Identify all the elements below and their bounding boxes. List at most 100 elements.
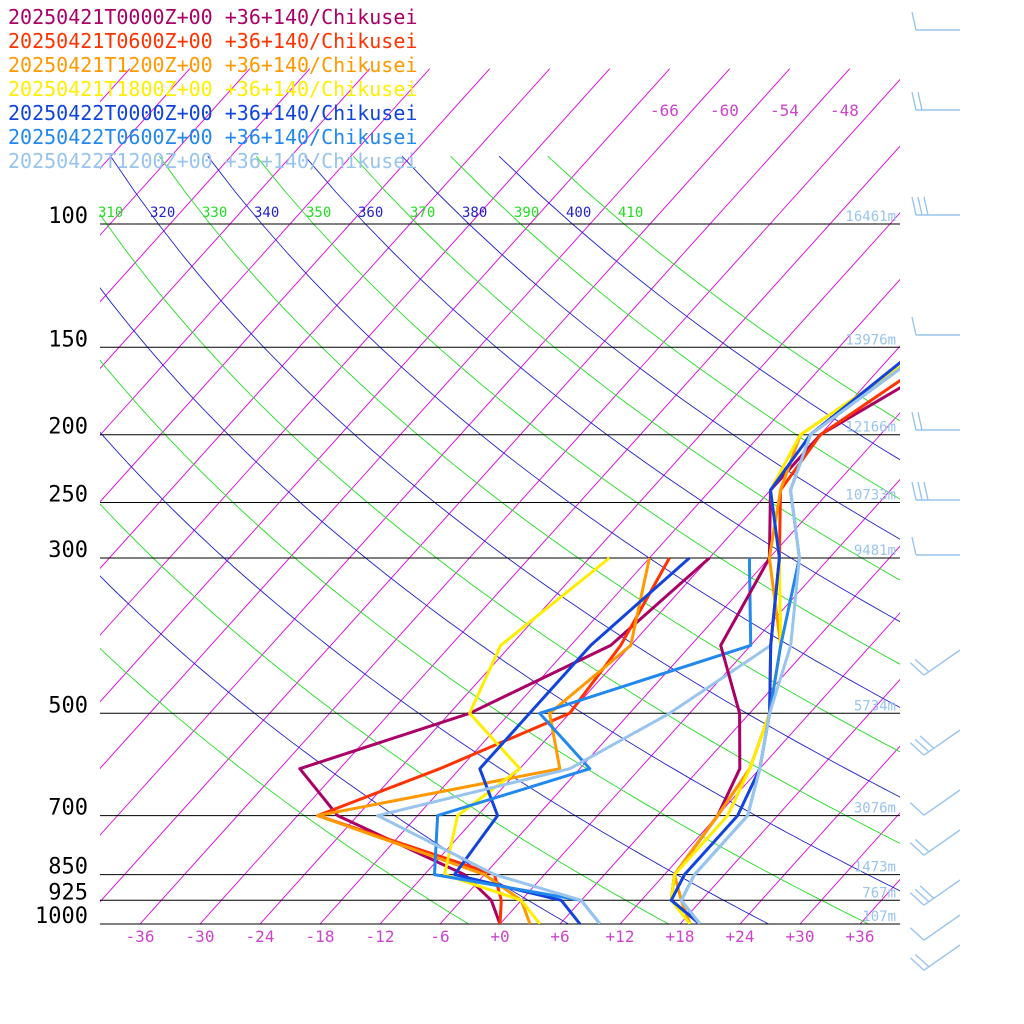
legend-entry: 20250421T1200Z+00 +36+140/Chikusei [8,53,417,77]
dewpoint-line [376,557,781,924]
theta-curve [100,647,469,924]
legend-entry: 20250421T0600Z+00 +36+140/Chikusei [8,29,417,53]
x-tick-label: +36 [846,927,875,946]
x-tick-label: +0 [490,927,509,946]
pressure-label: 1000 [35,904,88,929]
isotherm-line [379,345,900,924]
theta-label: 360 [358,205,383,221]
wind-barb-feather [911,411,917,431]
theta-label: 370 [410,205,435,221]
dewpoint-line [298,556,711,924]
wind-barb-icon [911,411,960,431]
wind-barb-shaft [923,729,961,756]
pressure-grid [100,223,900,925]
wind-barb-feather [909,742,925,756]
isotherm-line [199,145,900,924]
theta-curve [353,155,900,581]
wind-barb-feather [911,91,917,111]
wind-barb-icon [909,789,961,816]
theta-curve [100,287,900,892]
dewpoint-line [316,557,671,924]
height-label: 767m [862,885,896,901]
legend-entry: 20250422T1200Z+00 +36+140/Chikusei [8,149,417,173]
x-tick-label: +30 [786,927,815,946]
pressure-label: 300 [48,538,88,563]
dewpoint-line [316,557,651,924]
theta-curve [100,359,869,924]
wind-barb-icon [911,536,960,556]
wind-barb-icon [911,481,960,501]
wind-barb-feather [911,316,917,336]
wind-barb-feather [909,927,925,941]
wind-barb-feather [914,738,930,753]
wind-barb-feather [911,536,917,556]
isotherm-line [980,69,1024,924]
height-label: 107m [862,909,896,925]
wind-barb-shaft [923,914,961,941]
legend-entry: 20250422T0600Z+00 +36+140/Chikusei [8,125,417,149]
isotherm-line [100,68,191,170]
wind-barb-feather [917,411,923,431]
isotherm-line [259,212,900,924]
isotherm-line [920,69,1024,924]
height-label: 13976m [845,332,896,348]
pressure-label: 150 [48,327,88,352]
theta-curve [158,155,900,753]
isotherm-line [139,78,900,924]
isotherm-line [559,545,900,924]
dewpoint-line [433,557,753,924]
dewpoint-line [453,556,691,924]
theta-label: 390 [514,205,539,221]
pressure-label: 850 [48,855,88,880]
wind-barb-icon [911,196,960,216]
isotherm-lines [0,68,1024,924]
isotherm-line [499,478,900,924]
theta-curve [100,213,900,844]
pressure-label: 700 [48,796,88,821]
theta-label: 410 [618,205,643,221]
wind-barb-icon [911,91,960,111]
pressure-label: 200 [48,415,88,440]
wind-barb-feather [909,662,925,676]
upper-temp-label: -66 [650,101,679,120]
wind-barb-shaft [923,829,961,856]
pressure-label: 250 [48,483,88,508]
wind-barb-feather [909,842,925,856]
pressure-label: 925 [48,880,88,905]
isotherm-line [439,412,900,924]
wind-barb-shaft [923,649,961,676]
x-tick-label: +6 [550,927,569,946]
temperature-line [669,365,900,924]
wind-barb-feather [911,481,917,501]
height-label: 9481m [854,543,896,559]
x-tick-label: -12 [366,927,395,946]
wind-barb-icon [909,914,961,941]
theta-curve [207,155,900,708]
wind-barb-feather [909,802,925,816]
isotherm-line [100,68,431,436]
wind-barb-feather [919,735,935,749]
upper-temp-label: -60 [710,101,739,120]
isotherm-line [0,69,10,924]
wind-barbs [909,11,961,971]
wind-barb-icon [909,944,961,971]
isotherm-line [100,68,611,636]
wind-barb-icon [909,829,961,856]
wind-barb-icon [911,316,960,336]
wind-barb-feather [914,953,930,968]
temperature-profiles [298,360,900,924]
isotherm-line [319,278,900,924]
wind-barb-feather [914,888,930,903]
legend-entry: 20250421T0000Z+00 +36+140/Chikusei [8,5,417,29]
wind-barb-shaft [923,944,961,971]
x-tick-label: -6 [430,927,449,946]
legend-entry: 20250421T1800Z+00 +36+140/Chikusei [8,77,417,101]
upper-temp-label: -48 [830,101,859,120]
isotherm-line [799,812,900,924]
upper-temp-label: -54 [770,101,799,120]
isotherm-line [739,745,900,924]
theta-curve [304,155,900,623]
wind-barb-feather [911,196,917,216]
wind-barb-feather [911,11,917,31]
isotherm-line [100,68,551,570]
